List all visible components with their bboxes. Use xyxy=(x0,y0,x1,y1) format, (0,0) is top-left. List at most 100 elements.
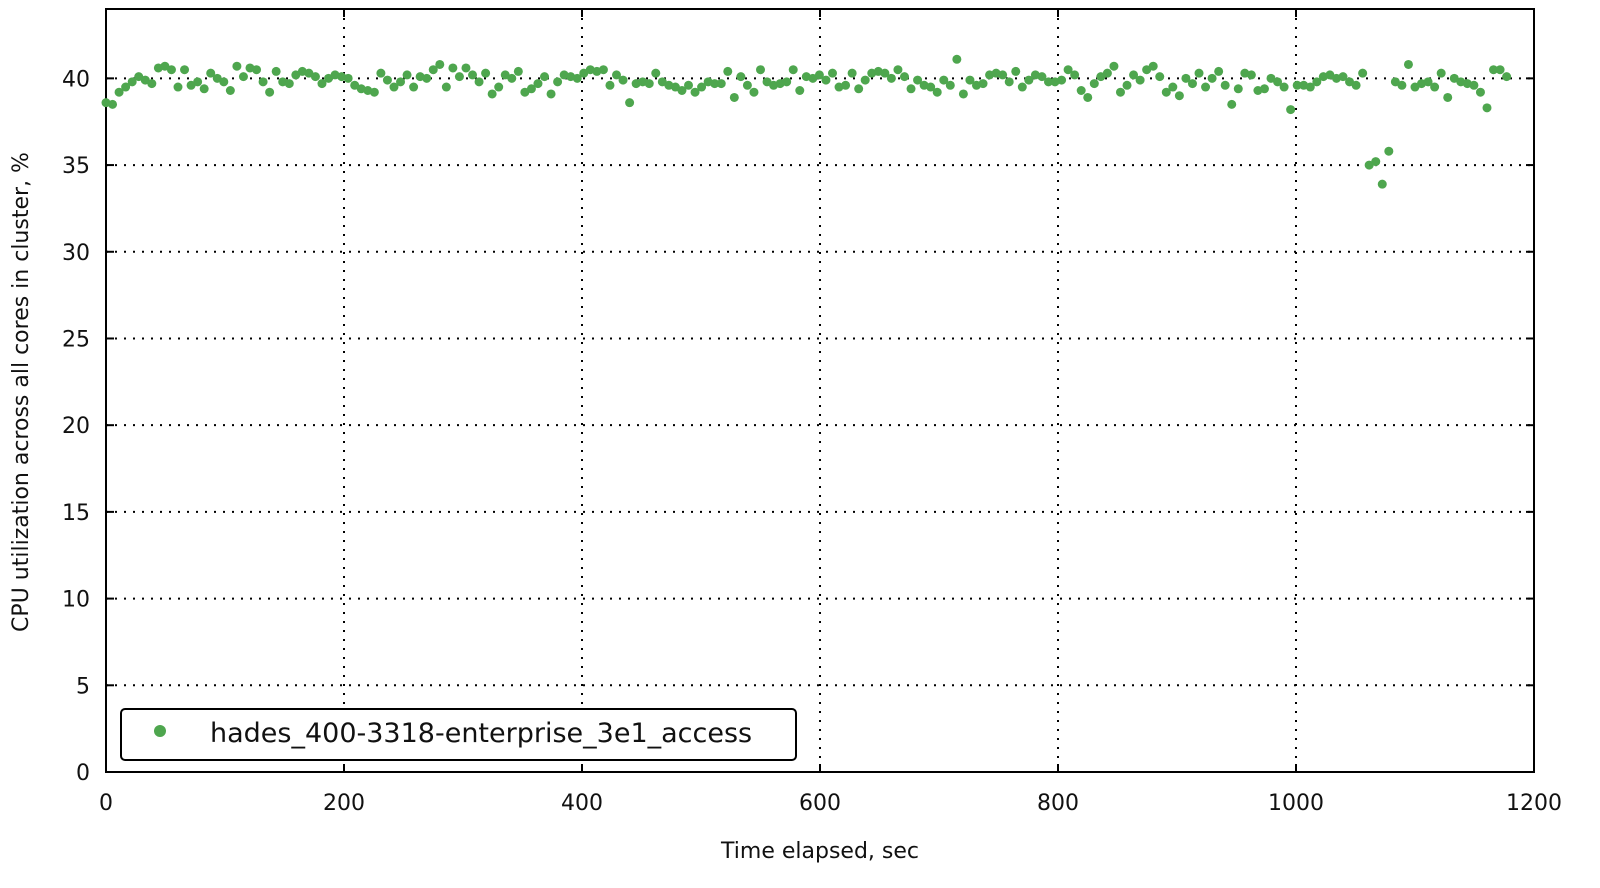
point xyxy=(1403,59,1413,69)
point xyxy=(422,73,432,83)
point xyxy=(1305,82,1315,92)
point xyxy=(756,65,765,75)
point xyxy=(926,82,936,92)
point xyxy=(1148,61,1158,71)
point xyxy=(1155,72,1165,82)
y-tick-label: 35 xyxy=(62,154,90,179)
point xyxy=(1312,77,1322,87)
point xyxy=(795,86,805,96)
point xyxy=(1089,79,1099,89)
point xyxy=(860,75,870,85)
point xyxy=(265,87,275,97)
point xyxy=(1286,105,1296,115)
point xyxy=(513,66,523,76)
point xyxy=(821,75,831,85)
point xyxy=(814,70,824,80)
point xyxy=(271,66,281,76)
point xyxy=(252,65,262,75)
point xyxy=(1187,79,1197,89)
point xyxy=(1358,68,1368,78)
point xyxy=(468,70,478,80)
x-axis-label: Time elapsed, sec xyxy=(720,839,919,864)
point xyxy=(173,82,183,92)
point xyxy=(1495,65,1505,75)
point xyxy=(1043,77,1053,87)
point xyxy=(1174,91,1184,101)
point xyxy=(847,68,857,78)
point xyxy=(978,79,988,89)
point xyxy=(1109,61,1119,71)
point xyxy=(225,86,235,96)
point xyxy=(310,72,320,82)
point xyxy=(1482,103,1492,113)
point xyxy=(1115,87,1125,97)
point xyxy=(618,75,628,85)
point xyxy=(880,68,890,78)
point xyxy=(1443,92,1453,102)
y-tick-label: 20 xyxy=(62,414,90,439)
point xyxy=(108,99,118,109)
point xyxy=(461,63,471,73)
point xyxy=(690,87,700,97)
point xyxy=(605,80,615,90)
point xyxy=(965,75,975,85)
point xyxy=(180,65,190,75)
point xyxy=(723,66,733,76)
y-tick-label: 30 xyxy=(62,241,90,266)
point xyxy=(788,65,798,75)
point xyxy=(1423,77,1433,87)
point xyxy=(1233,84,1243,94)
point xyxy=(644,79,654,89)
point xyxy=(1397,80,1407,90)
point xyxy=(1292,80,1302,90)
point xyxy=(1057,75,1067,85)
point xyxy=(1102,68,1112,78)
point xyxy=(945,80,955,90)
point xyxy=(958,89,968,99)
point xyxy=(526,84,536,94)
point xyxy=(553,77,563,87)
point xyxy=(625,98,635,108)
point xyxy=(546,89,556,99)
y-tick-label: 10 xyxy=(62,588,90,613)
point xyxy=(435,59,445,69)
x-tick-label: 400 xyxy=(561,791,603,816)
point xyxy=(402,70,412,80)
point xyxy=(284,79,294,89)
point xyxy=(1004,77,1014,87)
point xyxy=(409,82,419,92)
point xyxy=(1227,99,1237,109)
point xyxy=(893,65,903,75)
point xyxy=(906,84,916,94)
point xyxy=(454,72,464,82)
point xyxy=(899,72,909,82)
y-tick-label: 5 xyxy=(76,674,90,699)
point xyxy=(1181,73,1191,83)
point xyxy=(1273,77,1283,87)
point xyxy=(1083,92,1093,102)
point xyxy=(1384,146,1394,156)
point xyxy=(1475,87,1485,97)
point xyxy=(1207,73,1217,83)
legend-box xyxy=(120,708,797,761)
point xyxy=(494,82,504,92)
point xyxy=(1161,87,1171,97)
point xyxy=(533,79,543,89)
point xyxy=(1129,70,1139,80)
point xyxy=(369,87,379,97)
point xyxy=(1024,75,1034,85)
point xyxy=(886,73,896,83)
point xyxy=(147,79,157,89)
point xyxy=(481,68,491,78)
point xyxy=(448,63,458,73)
point xyxy=(684,80,694,90)
point xyxy=(710,79,720,89)
point xyxy=(572,73,582,83)
point xyxy=(127,77,137,87)
point xyxy=(952,54,962,64)
point xyxy=(998,70,1008,80)
point xyxy=(114,87,124,97)
point xyxy=(389,82,399,92)
y-tick-label: 0 xyxy=(76,761,90,786)
